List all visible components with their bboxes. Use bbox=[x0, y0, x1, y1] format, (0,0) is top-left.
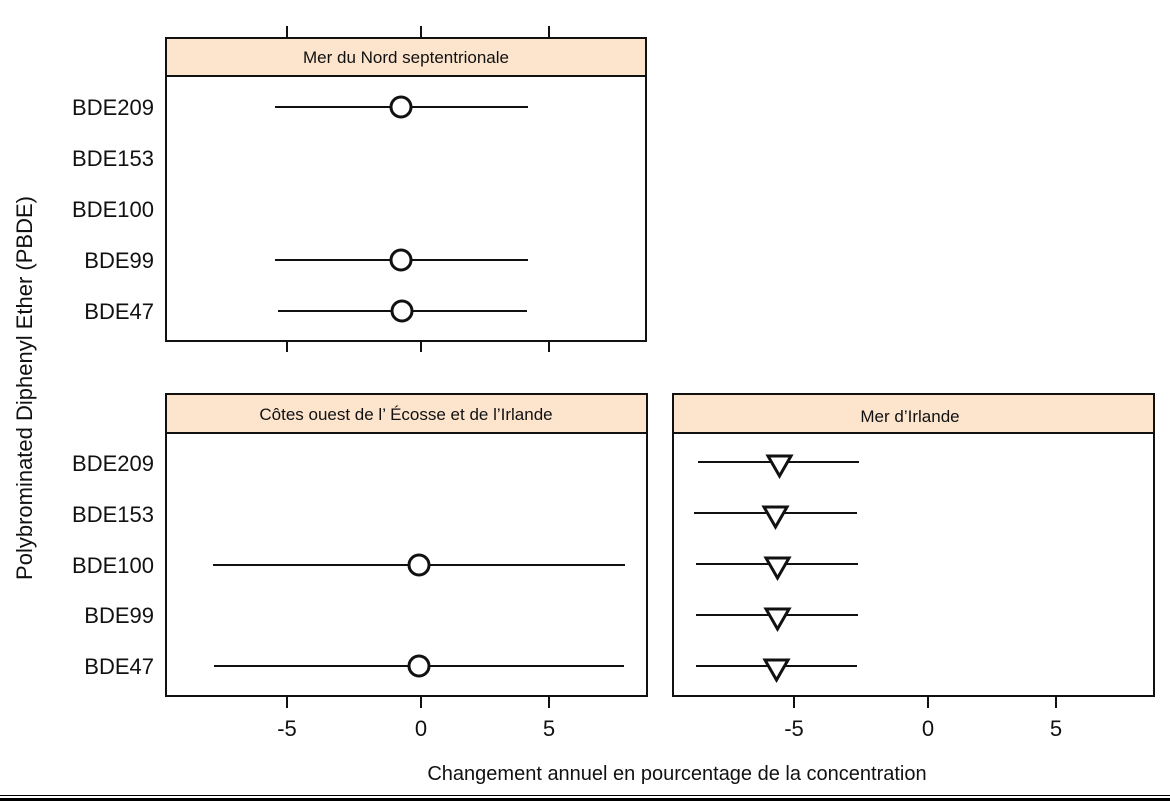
bottom-axis-ticks bbox=[286, 341, 550, 352]
plot-area bbox=[672, 432, 1155, 697]
x-tick-labels: -5 0 5 bbox=[277, 716, 555, 741]
estimate-circle-marker bbox=[390, 299, 414, 323]
x-axis-title: Changement annuel en pourcentage de la c… bbox=[427, 763, 926, 785]
panel-mer-du-nord: Mer du Nord septentrionale BDE209 BDE153… bbox=[72, 26, 647, 352]
y-axis-labels: BDE209 BDE153 BDE100 BDE99 BDE47 bbox=[72, 95, 154, 324]
estimate-triangle-down-marker bbox=[763, 607, 792, 633]
y-axis-labels: BDE209 BDE153 BDE100 BDE99 BDE47 bbox=[72, 451, 154, 679]
bottom-rule-thin bbox=[0, 795, 1170, 796]
x-tick-label: 5 bbox=[543, 716, 555, 741]
panel-title: Mer du Nord septentrionale bbox=[303, 48, 509, 67]
x-tick-label: 5 bbox=[1050, 716, 1062, 741]
estimate-triangle-down-marker bbox=[761, 505, 790, 531]
estimate-circle-marker bbox=[407, 553, 431, 577]
panel-title: Côtes ouest de l’ Écosse et de l’Irlande bbox=[259, 405, 552, 424]
y-label: BDE209 bbox=[72, 451, 154, 476]
y-label: BDE99 bbox=[84, 248, 154, 273]
y-label: BDE47 bbox=[84, 299, 154, 324]
estimate-triangle-down-marker bbox=[765, 454, 794, 480]
data-row-bde209 bbox=[698, 454, 859, 480]
estimate-circle-marker bbox=[389, 248, 413, 272]
y-label: BDE209 bbox=[72, 95, 154, 120]
panel-strip bbox=[165, 37, 647, 77]
data-row-bde47 bbox=[278, 299, 527, 323]
x-tick-label: -5 bbox=[784, 716, 804, 741]
data-row-bde209 bbox=[275, 95, 528, 119]
bottom-rule-thick bbox=[0, 798, 1170, 801]
x-tick-labels: -5 0 5 bbox=[784, 716, 1062, 741]
panel-strip bbox=[672, 393, 1155, 434]
y-label: BDE153 bbox=[72, 146, 154, 171]
plot-area bbox=[165, 75, 647, 342]
panel-mer-d-irlande: Mer d’Irlande -5 0 5 bbox=[672, 393, 1155, 741]
estimate-triangle-down-marker bbox=[763, 556, 792, 582]
bottom-axis-ticks bbox=[793, 696, 1057, 708]
data-row-bde99 bbox=[275, 248, 528, 272]
estimate-triangle-down-marker bbox=[762, 658, 791, 684]
plot-area bbox=[165, 432, 648, 697]
bottom-axis-ticks bbox=[286, 696, 550, 708]
panel-strip bbox=[165, 393, 648, 434]
data-row-bde99 bbox=[696, 607, 858, 633]
estimate-circle-marker bbox=[407, 654, 431, 678]
y-label: BDE100 bbox=[72, 553, 154, 578]
top-axis-ticks bbox=[286, 26, 550, 38]
y-axis-title: Polybrominated Diphenyl Ether (PBDE) bbox=[12, 196, 37, 580]
y-label: BDE153 bbox=[72, 502, 154, 527]
data-row-bde153 bbox=[694, 505, 857, 531]
x-tick-label: -5 bbox=[277, 716, 297, 741]
y-label: BDE100 bbox=[72, 197, 154, 222]
estimate-circle-marker bbox=[389, 95, 413, 119]
data-row-bde47 bbox=[214, 654, 624, 678]
data-row-bde100 bbox=[696, 556, 858, 582]
x-tick-label: 0 bbox=[415, 716, 427, 741]
x-tick-label: 0 bbox=[922, 716, 934, 741]
panel-title: Mer d’Irlande bbox=[860, 407, 959, 426]
panel-cotes-ouest: Côtes ouest de l’ Écosse et de l’Irlande… bbox=[72, 393, 648, 741]
data-row-bde100 bbox=[213, 553, 625, 577]
y-label: BDE47 bbox=[84, 654, 154, 679]
data-row-bde47 bbox=[696, 658, 857, 684]
y-label: BDE99 bbox=[84, 603, 154, 628]
